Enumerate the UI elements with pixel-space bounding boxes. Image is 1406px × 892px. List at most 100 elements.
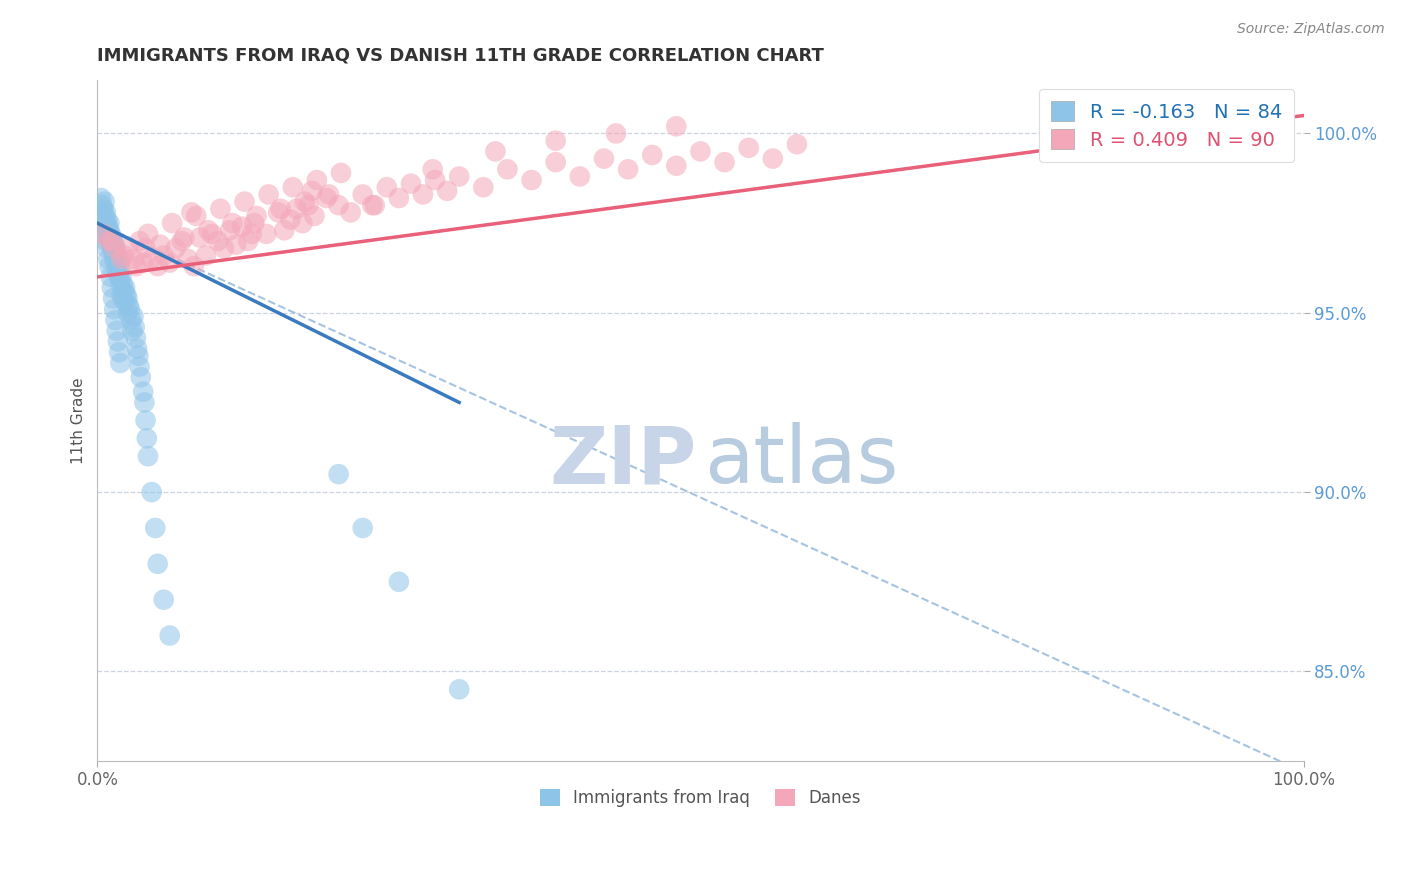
Point (422, 162, 444, 177)
Point (180, 205, 202, 219)
Point (149, 237, 172, 252)
Point (128, 359, 150, 374)
Point (665, 120, 688, 134)
Point (110, 288, 132, 302)
Point (170, 234, 193, 248)
Point (96, 223, 118, 237)
Point (98, 216, 121, 230)
Point (617, 162, 640, 177)
Point (93, 219, 115, 234)
Point (132, 255, 155, 269)
Point (484, 145, 506, 159)
Point (105, 262, 128, 277)
Point (135, 413, 157, 427)
Point (737, 141, 759, 155)
Point (112, 248, 135, 262)
Point (762, 152, 785, 166)
Point (96, 241, 118, 255)
Point (91, 212, 114, 227)
Point (245, 209, 267, 223)
Point (111, 277, 134, 291)
Point (330, 166, 353, 180)
Point (104, 313, 127, 327)
Point (90, 191, 112, 205)
Point (544, 134, 567, 148)
Point (118, 299, 141, 313)
Point (101, 241, 124, 255)
Point (101, 234, 124, 248)
Point (107, 334, 129, 349)
Point (101, 234, 124, 248)
Point (114, 295, 136, 310)
Point (520, 173, 543, 187)
Point (94, 234, 117, 248)
Point (328, 198, 350, 212)
Point (94, 216, 117, 230)
Point (186, 209, 208, 223)
Point (110, 277, 132, 291)
Point (118, 302, 141, 317)
Point (568, 169, 591, 184)
Point (328, 467, 350, 482)
Point (297, 198, 319, 212)
Point (117, 306, 139, 320)
Point (104, 255, 127, 269)
Point (713, 155, 735, 169)
Point (93, 202, 115, 216)
Point (112, 285, 135, 299)
Point (352, 521, 374, 535)
Point (240, 227, 263, 241)
Point (257, 187, 280, 202)
Point (254, 227, 277, 241)
Point (388, 191, 411, 205)
Point (98, 234, 121, 248)
Point (449, 682, 471, 697)
Point (209, 202, 232, 216)
Point (423, 173, 446, 187)
Point (188, 230, 211, 244)
Point (221, 216, 243, 230)
Point (641, 148, 664, 162)
Point (97, 219, 120, 234)
Point (108, 269, 131, 284)
Point (152, 592, 174, 607)
Point (399, 177, 422, 191)
Point (97, 252, 120, 266)
Point (177, 252, 200, 266)
Point (110, 269, 132, 284)
Point (689, 145, 711, 159)
Point (91, 198, 114, 212)
Point (103, 302, 125, 317)
Point (197, 223, 219, 237)
Point (544, 155, 567, 169)
Point (94, 205, 117, 219)
Point (141, 485, 163, 500)
Point (375, 180, 398, 194)
Point (100, 227, 122, 241)
Point (127, 349, 149, 363)
Point (104, 241, 127, 255)
Point (388, 574, 411, 589)
Point (318, 187, 340, 202)
Point (93, 209, 115, 223)
Point (100, 269, 122, 284)
Point (111, 292, 134, 306)
Point (285, 202, 308, 216)
Point (105, 248, 128, 262)
Point (233, 194, 256, 209)
Point (108, 255, 131, 269)
Point (219, 223, 242, 237)
Point (121, 324, 143, 338)
Point (207, 234, 229, 248)
Point (122, 252, 145, 266)
Point (93, 205, 115, 219)
Text: ZIP: ZIP (550, 422, 697, 500)
Point (194, 248, 217, 262)
Point (125, 331, 148, 345)
Point (294, 194, 316, 209)
Point (132, 384, 155, 399)
Point (98, 259, 121, 273)
Point (159, 629, 181, 643)
Point (315, 191, 337, 205)
Point (135, 431, 157, 445)
